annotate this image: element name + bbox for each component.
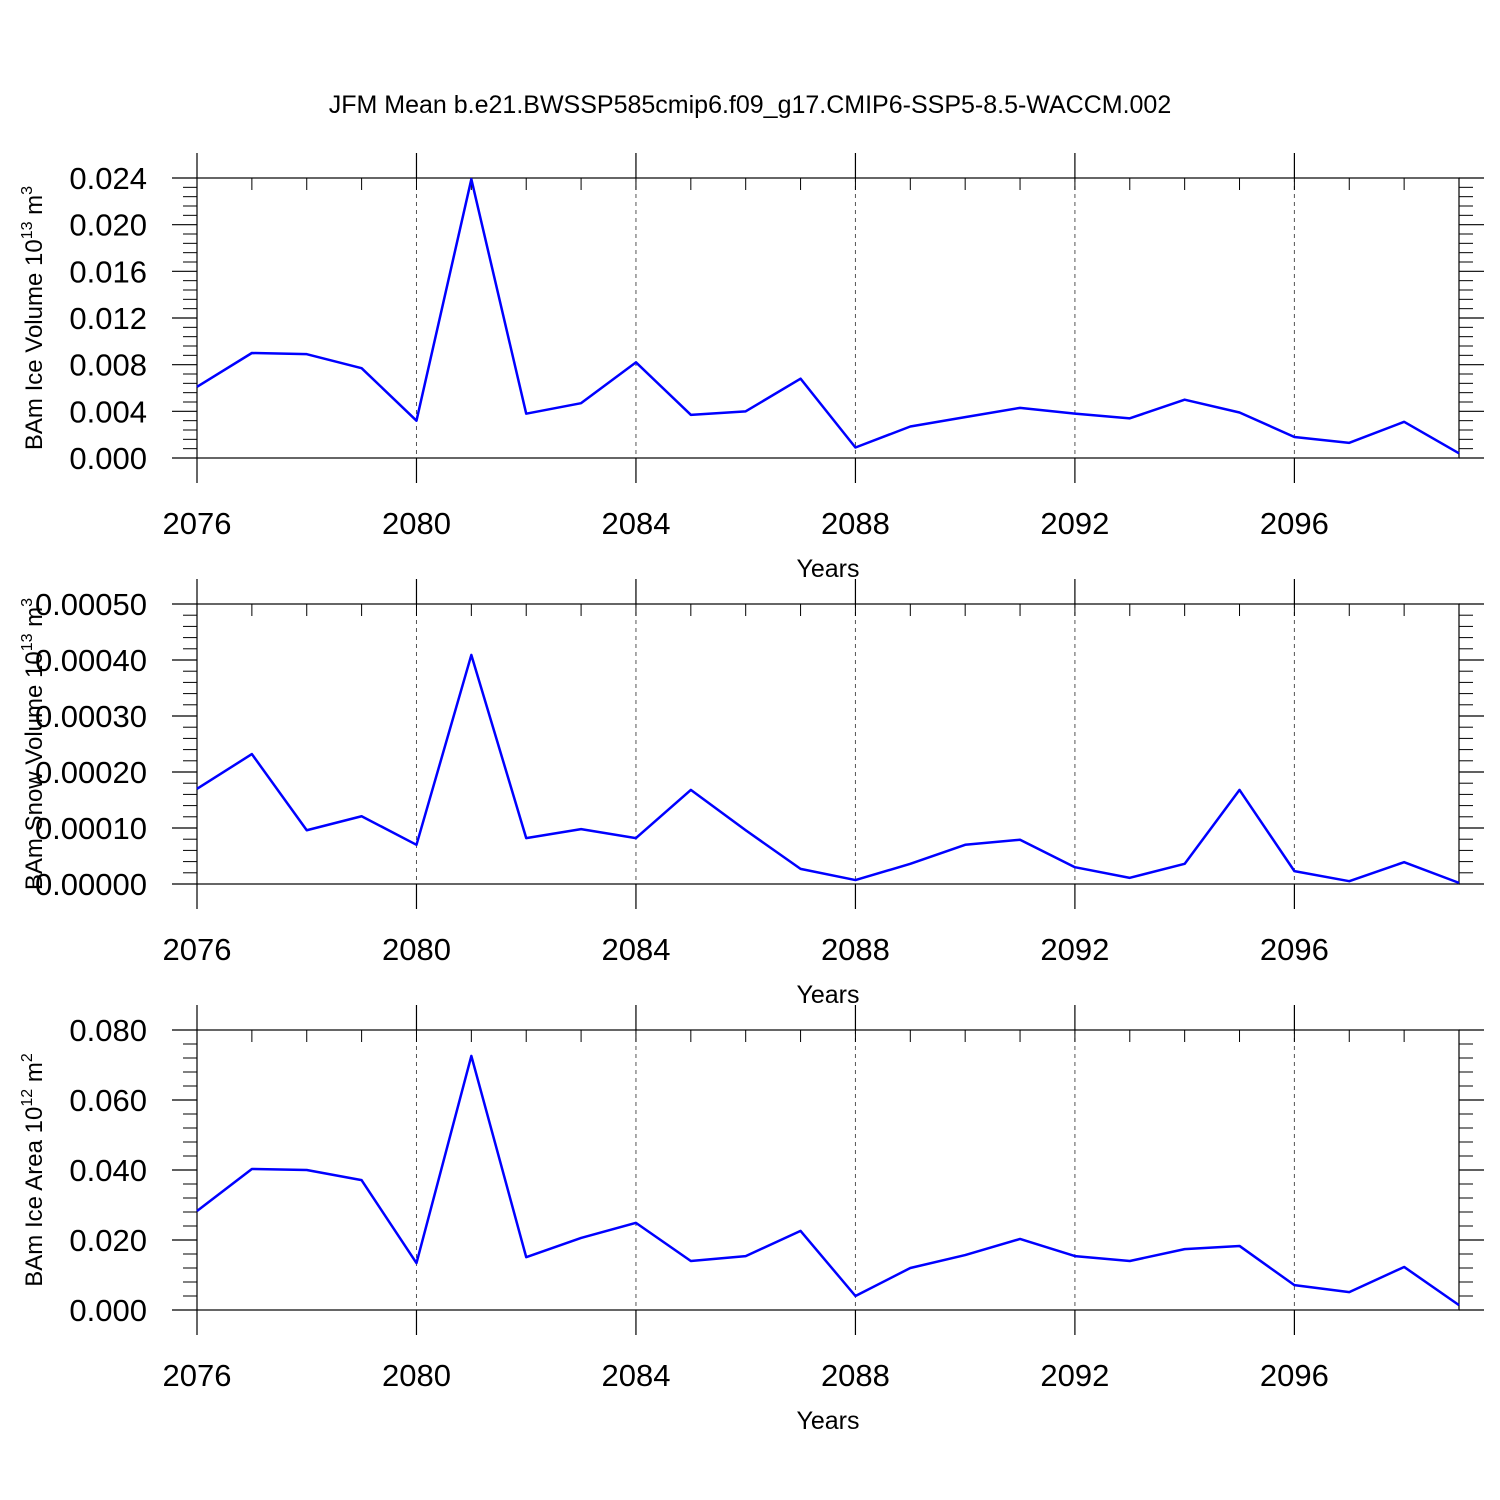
y-tick-label: 0.00050 bbox=[35, 587, 147, 622]
x-tick-label: 2096 bbox=[1260, 1358, 1329, 1393]
y-axis-label: BAm Ice Area 1012 m2 bbox=[19, 1053, 48, 1287]
y-axis-label-exponent: 13 bbox=[19, 633, 36, 651]
x-tick-label: 2080 bbox=[382, 506, 451, 541]
x-tick-label: 2096 bbox=[1260, 506, 1329, 541]
y-tick-label: 0.00020 bbox=[35, 755, 147, 790]
x-tick-label: 2084 bbox=[601, 1358, 670, 1393]
y-axis-label-text: BAm Snow Volume 10 bbox=[21, 651, 48, 890]
x-tick-label: 2088 bbox=[821, 506, 890, 541]
y-tick-label: 0.00040 bbox=[35, 643, 147, 678]
x-tick-label: 2076 bbox=[163, 1358, 232, 1393]
y-tick-label: 0.00030 bbox=[35, 699, 147, 734]
y-axis-label-unit-exponent: 3 bbox=[19, 598, 36, 607]
y-tick-label: 0.004 bbox=[69, 394, 147, 429]
x-tick-label: 2092 bbox=[1040, 506, 1109, 541]
y-tick-label: 0.000 bbox=[69, 1293, 147, 1328]
plot-frame bbox=[196, 603, 1460, 885]
x-tick-label: 2080 bbox=[382, 932, 451, 967]
x-tick-label: 2092 bbox=[1040, 932, 1109, 967]
x-tick-label: 2088 bbox=[821, 1358, 890, 1393]
x-axis-label: Years bbox=[796, 555, 859, 583]
y-tick-label: 0.040 bbox=[69, 1153, 147, 1188]
y-axis-label-exponent: 12 bbox=[19, 1089, 36, 1107]
data-line bbox=[196, 1054, 1460, 1307]
y-tick-label: 0.008 bbox=[69, 348, 147, 383]
y-tick-label: 0.020 bbox=[69, 208, 147, 243]
x-tick-label: 2076 bbox=[163, 932, 232, 967]
y-tick-label: 0.020 bbox=[69, 1223, 147, 1258]
y-axis-label-text: BAm Ice Area 10 bbox=[21, 1107, 48, 1287]
y-axis-label-unit-exponent: 3 bbox=[19, 186, 36, 195]
y-tick-label: 0.00010 bbox=[35, 811, 147, 846]
y-tick-label: 0.060 bbox=[69, 1083, 147, 1118]
data-line bbox=[196, 653, 1460, 885]
x-tick-label: 2076 bbox=[163, 506, 232, 541]
y-axis-label-exponent: 13 bbox=[19, 221, 36, 239]
y-tick-label: 0.016 bbox=[69, 254, 147, 289]
y-tick-label: 0.024 bbox=[69, 161, 147, 196]
data-line bbox=[196, 177, 1460, 455]
x-tick-label: 2088 bbox=[821, 932, 890, 967]
plot-frame bbox=[196, 1029, 1460, 1311]
plot-frame bbox=[196, 177, 1460, 459]
y-tick-label: 0.080 bbox=[69, 1013, 147, 1048]
y-axis-label-unit-exponent: 2 bbox=[19, 1053, 36, 1062]
y-axis-label: BAm Snow Volume 1013 m3 bbox=[19, 598, 48, 890]
x-tick-label: 2080 bbox=[382, 1358, 451, 1393]
figure-title: JFM Mean b.e21.BWSSP585cmip6.f09_g17.CMI… bbox=[329, 91, 1171, 119]
x-tick-label: 2084 bbox=[601, 506, 670, 541]
y-tick-label: 0.012 bbox=[69, 301, 147, 336]
y-axis-label-text: BAm Ice Volume 10 bbox=[21, 239, 48, 450]
x-tick-label: 2084 bbox=[601, 932, 670, 967]
x-tick-label: 2092 bbox=[1040, 1358, 1109, 1393]
y-axis-label-unit: m bbox=[21, 195, 48, 222]
x-tick-label: 2096 bbox=[1260, 932, 1329, 967]
y-tick-label: 0.000 bbox=[69, 441, 147, 476]
x-axis-label: Years bbox=[796, 1407, 859, 1435]
y-axis-label-unit: m bbox=[21, 1062, 48, 1089]
y-axis-label: BAm Ice Volume 1013 m3 bbox=[19, 186, 48, 450]
y-axis-label-unit: m bbox=[21, 607, 48, 634]
y-tick-label: 0.00000 bbox=[35, 867, 147, 902]
x-axis-label: Years bbox=[796, 981, 859, 1009]
